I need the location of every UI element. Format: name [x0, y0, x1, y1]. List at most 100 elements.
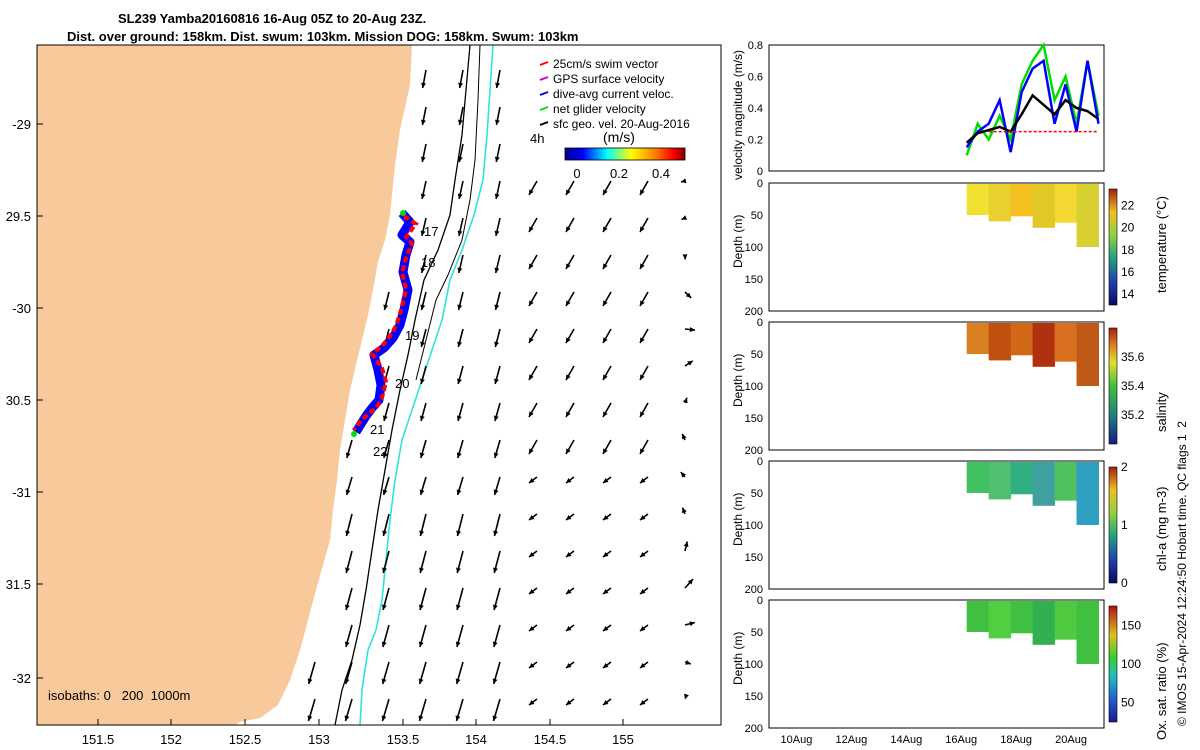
heatmap-cell	[1076, 462, 1100, 525]
isobath-200	[334, 44, 471, 726]
current-vector-head	[419, 489, 425, 495]
current-vector-head	[492, 641, 498, 647]
current-vector-head	[689, 327, 695, 333]
depth-ylabel: Depth (m)	[731, 632, 745, 685]
current-vector-head	[566, 700, 572, 705]
current-vector-head	[529, 337, 534, 343]
current-vector-head	[493, 567, 498, 573]
current-vector-head	[687, 360, 693, 366]
velocity-y-tick: 0.8	[748, 40, 763, 52]
current-vector-head	[529, 552, 535, 557]
track-end-marker	[351, 431, 357, 437]
current-vector-head	[457, 341, 463, 347]
current-vector-head	[457, 230, 463, 236]
current-vector-head	[529, 626, 535, 631]
depth-tick: 0	[757, 595, 763, 607]
current-vector-head	[529, 515, 535, 520]
map-x-tick-label: 153.5	[387, 732, 420, 747]
colorbar-ticks: 0 0.2 0.4	[573, 166, 670, 181]
current-vector-head	[529, 189, 534, 195]
depth-tick: 50	[751, 210, 763, 222]
current-vector-head	[418, 604, 424, 610]
colorbar	[564, 147, 686, 161]
current-vector-head	[566, 589, 572, 594]
date-tick: 16Aug	[945, 734, 977, 746]
current-vector-head	[603, 189, 608, 195]
heatmap-cell	[1054, 601, 1078, 640]
colorbar-tick: 35.4	[1121, 379, 1145, 393]
title-line-2: Dist. over ground: 158km. Dist. swum: 10…	[67, 29, 579, 44]
current-vector-head	[307, 678, 313, 684]
glider-track	[351, 210, 419, 437]
current-vector-head	[420, 119, 426, 125]
current-vector-head	[603, 448, 608, 454]
colorbar-tick: 22	[1121, 199, 1135, 213]
current-vector-head	[494, 267, 500, 273]
panel-colorbar	[1108, 466, 1118, 584]
heatmap-cell	[966, 601, 990, 632]
heatmap-cell	[1054, 184, 1078, 223]
current-vector-head	[685, 292, 692, 298]
current-vector-head	[566, 663, 572, 668]
depth-tick: 200	[745, 584, 763, 596]
current-vector-head	[681, 507, 687, 514]
legend-entry: GPS surface velocity	[553, 72, 664, 86]
current-vector-head	[603, 663, 609, 668]
current-vector-head	[455, 715, 461, 721]
current-vector-head	[685, 659, 691, 665]
colorbar-label: (m/s)	[603, 129, 635, 145]
current-vector-head	[493, 415, 499, 421]
current-vector-head	[344, 715, 350, 721]
heatmap-cell	[988, 462, 1012, 500]
current-vector-head	[383, 304, 389, 310]
current-vector-head	[684, 693, 689, 700]
heatmap-cell	[1054, 462, 1078, 501]
current-vector-head	[529, 226, 534, 232]
current-vector-head	[680, 472, 686, 478]
isobaths-label: isobaths: 0 200 1000m	[48, 688, 190, 703]
current-vector-head	[603, 411, 608, 417]
depth-tick: 100	[745, 520, 763, 532]
current-vector-head	[382, 489, 388, 495]
current-vector-head	[344, 641, 350, 647]
current-vector-head	[455, 604, 461, 610]
date-tick: 14Aug	[890, 734, 922, 746]
velocity-y-tick: 0.6	[748, 72, 763, 84]
current-vector-head	[640, 374, 645, 380]
current-vector-head	[603, 337, 608, 343]
current-vector-head	[345, 530, 351, 536]
colorbar-tick: 2	[1121, 460, 1128, 474]
isobath-1000	[359, 44, 494, 726]
colorbar-label: Ox. sat. ratio (%)	[1154, 642, 1169, 740]
day-label: 22	[373, 444, 387, 459]
current-vector-head	[682, 254, 688, 260]
current-vector-head	[382, 415, 388, 421]
current-vector-head	[420, 378, 425, 384]
current-vector-head	[420, 304, 426, 310]
depth-tick: 100	[745, 242, 763, 254]
day-labels: 17 18 19 20 21 22	[370, 224, 438, 459]
current-vector-head	[381, 715, 387, 721]
current-vector-head	[494, 119, 500, 125]
depth-tick: 200	[745, 306, 763, 318]
current-vector-head	[529, 263, 534, 269]
credit-text: © IMOS 15-Apr-2024 12:24:50 Hobart time.…	[1175, 421, 1189, 726]
current-vector-head	[687, 579, 694, 585]
current-vector-head	[603, 552, 609, 557]
velocity-y-tick: 0	[757, 166, 763, 178]
heatmap-cell	[1010, 601, 1034, 634]
depth-tick: 150	[745, 552, 763, 564]
current-vector-head	[566, 374, 571, 380]
colorbar-tick: 20	[1121, 221, 1135, 235]
current-vector-head	[640, 626, 646, 631]
heatmap-cell	[966, 184, 990, 215]
current-vector-head	[492, 604, 498, 610]
colorbar-tick: 150	[1121, 618, 1141, 632]
current-vector-head	[419, 452, 425, 458]
velocity-frame	[768, 44, 1105, 172]
current-vector-head	[345, 567, 350, 573]
current-vector-head	[603, 226, 608, 232]
current-vector-head	[689, 621, 695, 627]
date-tick: 20Aug	[1055, 734, 1087, 746]
